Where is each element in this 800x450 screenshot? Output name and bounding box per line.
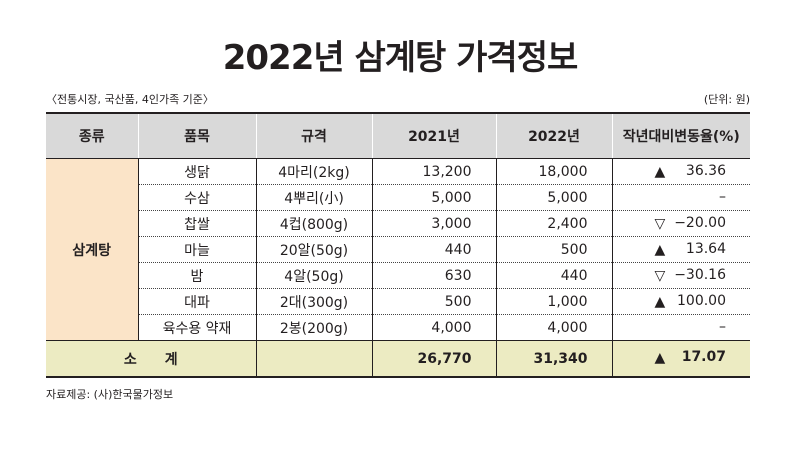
change-cell: ▽ −30.16 [612, 262, 750, 289]
change-cell: ▲ 13.64 [612, 236, 750, 263]
price-2021-cell: 630 [372, 262, 497, 289]
item-cell: 생닭 [138, 158, 257, 185]
spec-cell: 2봉(200g) [256, 314, 373, 341]
price-2021-cell: 5,000 [372, 184, 497, 211]
change-cell: ▽ −20.00 [612, 210, 750, 237]
table-row: 삼계탕 생닭 4마리(2kg) 13,200 18,000 ▲ 36.36 [46, 158, 750, 341]
change-value: 36.36 [685, 163, 726, 179]
price-2022-cell: 2,400 [496, 210, 613, 237]
change-mark-icon: ▽ [654, 268, 666, 284]
item-cell: 육수용 약재 [138, 314, 257, 341]
spec-cell: 4알(50g) [256, 262, 373, 289]
spec-cell: 4컵(800g) [256, 210, 373, 237]
basis-note: 〈전통시장, 국산품, 4인가족 기준〉 [46, 93, 214, 106]
total-2022-cell: 31,340 [496, 340, 613, 377]
change-mark-icon: ▲ [654, 350, 666, 366]
change-mark-icon: ▲ [654, 164, 666, 180]
total-row: 소계 26,770 31,340 ▲ 17.07 [46, 340, 750, 377]
header-change: 작년대비변동율(%) [612, 113, 750, 159]
price-2021-cell: 13,200 [372, 158, 497, 185]
change-cell: ▲ 100.00 [612, 288, 750, 315]
change-value: – [719, 189, 726, 205]
total-spec-cell [256, 340, 373, 377]
page-title: 2022년 삼계탕 가격정보 [222, 38, 579, 78]
price-2021-cell: 3,000 [372, 210, 497, 237]
unit-note: (단위: 원) [703, 93, 750, 106]
price-2021-cell: 4,000 [372, 314, 497, 341]
change-cell: – [612, 314, 750, 341]
header-spec: 규격 [256, 113, 373, 159]
change-mark-icon: ▽ [654, 216, 666, 232]
source-note: 자료제공: (사)한국물가정보 [46, 388, 174, 401]
total-2021-cell: 26,770 [372, 340, 497, 377]
item-cell: 수삼 [138, 184, 257, 211]
total-label-text: 소계 [123, 351, 206, 368]
price-2022-cell: 5,000 [496, 184, 613, 211]
spec-cell: 4뿌리(小) [256, 184, 373, 211]
price-2022-cell: 1,000 [496, 288, 613, 315]
change-cell: ▲ 36.36 [612, 158, 750, 185]
header-2021: 2021년 [372, 113, 497, 159]
price-2022-cell: 500 [496, 236, 613, 263]
header-item: 품목 [138, 113, 257, 159]
change-value: −30.16 [674, 267, 726, 283]
table-row: 밤 4알(50g) 630 440 ▽ −30.16 [46, 262, 750, 289]
change-value: – [719, 319, 726, 335]
total-change-cell: ▲ 17.07 [612, 340, 750, 377]
category-cell: 삼계탕 [46, 158, 139, 341]
change-value: −20.00 [674, 215, 726, 231]
item-cell: 밤 [138, 262, 257, 289]
table-row: 수삼 4뿌리(小) 5,000 5,000 – [46, 184, 750, 211]
item-cell: 찹쌀 [138, 210, 257, 237]
spec-cell: 2대(300g) [256, 288, 373, 315]
price-2021-cell: 500 [372, 288, 497, 315]
table-row: 육수용 약재 2봉(200g) 4,000 4,000 – [46, 314, 750, 341]
total-label: 소계 [46, 340, 257, 377]
header-row: 종류 품목 규격 2021년 2022년 작년대비변동율(%) [46, 113, 750, 159]
table-row: 대파 2대(300g) 500 1,000 ▲ 100.00 [46, 288, 750, 315]
header-type: 종류 [46, 113, 139, 159]
spec-cell: 4마리(2kg) [256, 158, 373, 185]
item-cell: 마늘 [138, 236, 257, 263]
change-mark-icon: ▲ [654, 294, 666, 310]
header-2022: 2022년 [496, 113, 613, 159]
spec-cell: 20알(50g) [256, 236, 373, 263]
change-value: 100.00 [677, 293, 726, 309]
price-2022-cell: 4,000 [496, 314, 613, 341]
price-2022-cell: 440 [496, 262, 613, 289]
table-row: 찹쌀 4컵(800g) 3,000 2,400 ▽ −20.00 [46, 210, 750, 237]
change-value: 13.64 [685, 241, 726, 257]
price-2022-cell: 18,000 [496, 158, 613, 185]
price-2021-cell: 440 [372, 236, 497, 263]
table-row: 마늘 20알(50g) 440 500 ▲ 13.64 [46, 236, 750, 263]
item-cell: 대파 [138, 288, 257, 315]
total-change-value: 17.07 [681, 349, 726, 365]
price-table: 종류 품목 규격 2021년 2022년 작년대비변동율(%) 삼계탕 생닭 4… [46, 112, 750, 378]
change-cell: – [612, 184, 750, 211]
change-mark-icon: ▲ [654, 242, 666, 258]
